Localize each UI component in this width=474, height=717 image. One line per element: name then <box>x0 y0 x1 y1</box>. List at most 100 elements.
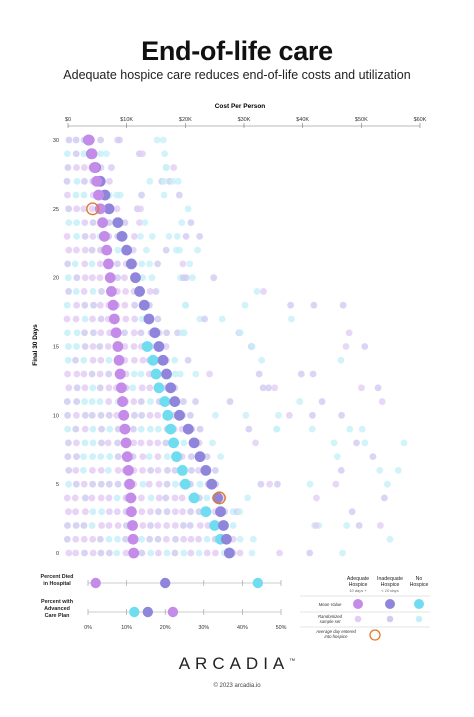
sample-point <box>163 508 171 516</box>
sample-point <box>72 522 80 529</box>
sample-point <box>236 329 244 337</box>
mean-point-inadequate <box>103 203 115 215</box>
sample-point <box>194 246 201 254</box>
legend-mean-swatch <box>353 599 363 609</box>
sample-point <box>171 356 179 364</box>
mean-point-inadequate <box>116 230 128 242</box>
sample-point <box>129 384 137 392</box>
mean-point-no-hospice <box>188 492 200 504</box>
sample-point <box>105 467 112 474</box>
sample-point <box>121 329 128 337</box>
sample-point <box>309 411 316 419</box>
outcome-point-no-hospice <box>129 606 140 618</box>
sample-point <box>72 356 79 364</box>
sample-point <box>97 136 104 144</box>
sample-point <box>171 480 179 488</box>
sample-point <box>361 439 369 447</box>
sample-point <box>65 439 72 447</box>
x-axis-title: Cost Per Person <box>215 103 266 110</box>
sample-point <box>89 535 97 543</box>
sample-point <box>138 260 146 268</box>
sample-point <box>63 535 71 543</box>
mean-point-no-hospice <box>209 520 221 531</box>
sample-point <box>145 453 153 461</box>
sample-point <box>179 398 187 405</box>
y-tick-label: 15 <box>53 345 59 351</box>
sample-point <box>178 219 186 227</box>
x-tick-label: $50K <box>355 117 368 123</box>
sample-point <box>155 508 162 516</box>
mean-point-inadequate <box>149 327 161 339</box>
sample-point <box>212 411 219 419</box>
mean-point-no-hospice <box>179 478 191 490</box>
sample-point <box>89 343 97 350</box>
sample-point <box>159 136 167 144</box>
sample-point <box>81 549 88 557</box>
mean-point-inadequate <box>112 217 124 229</box>
sample-point <box>96 370 104 378</box>
sample-point <box>286 411 293 419</box>
sample-point <box>345 329 353 337</box>
mean-point-adequate <box>108 313 120 325</box>
sample-point <box>154 453 162 461</box>
outcome-point-no-hospice <box>252 577 264 589</box>
sample-point <box>80 453 88 461</box>
sample-point <box>154 549 162 557</box>
sample-point <box>176 370 184 378</box>
sample-point <box>146 439 154 447</box>
sample-point <box>400 439 408 447</box>
sample-point <box>154 260 162 268</box>
sample-point <box>137 329 145 337</box>
mean-point-no-hospice <box>159 396 171 407</box>
sample-point <box>97 356 105 364</box>
sample-point <box>130 356 138 364</box>
sample-point <box>171 370 179 378</box>
sample-point <box>73 205 81 213</box>
sample-point <box>137 398 145 405</box>
sample-point <box>386 535 394 543</box>
outcome-tick-label: 50% <box>276 625 287 631</box>
sample-point <box>180 535 188 543</box>
sample-point <box>88 398 96 405</box>
sample-point <box>114 274 122 282</box>
sample-point <box>97 411 105 419</box>
sample-point <box>313 494 320 502</box>
mean-point-inadequate <box>223 547 235 559</box>
sample-point <box>248 343 256 350</box>
sample-point <box>73 164 80 171</box>
sample-point <box>80 191 88 199</box>
legend-column-sublabel: 10 days + <box>349 588 367 593</box>
mean-point-adequate <box>104 272 116 284</box>
sample-point <box>113 508 121 516</box>
sample-point <box>65 246 73 254</box>
sample-point <box>65 480 73 488</box>
sample-point <box>139 356 147 364</box>
sample-point <box>339 549 346 557</box>
mean-point-inadequate <box>215 506 226 518</box>
mean-point-no-hospice <box>200 506 212 518</box>
sample-point <box>104 439 112 447</box>
sample-point <box>160 191 168 199</box>
sample-point <box>137 425 145 433</box>
sample-point <box>65 136 73 144</box>
legend-row-label: into hospice <box>325 634 349 639</box>
sample-point <box>296 398 304 405</box>
sample-point <box>211 467 219 474</box>
sample-point <box>145 480 153 488</box>
sample-point <box>138 549 146 557</box>
legend-sample-swatch <box>415 615 423 623</box>
sample-point <box>89 425 97 433</box>
sample-point <box>80 370 88 378</box>
sample-point <box>130 370 138 378</box>
sample-point <box>342 343 350 350</box>
sample-point <box>97 480 105 488</box>
sample-point <box>249 535 257 543</box>
mean-point-inadequate <box>200 465 212 476</box>
outcome-point-adequate <box>90 577 101 589</box>
mean-point-adequate <box>101 244 113 256</box>
sample-point <box>64 425 72 433</box>
sample-point <box>131 301 139 309</box>
sample-point <box>63 315 71 323</box>
outcome-tick-label: 30% <box>198 625 209 631</box>
sample-point <box>137 205 144 213</box>
